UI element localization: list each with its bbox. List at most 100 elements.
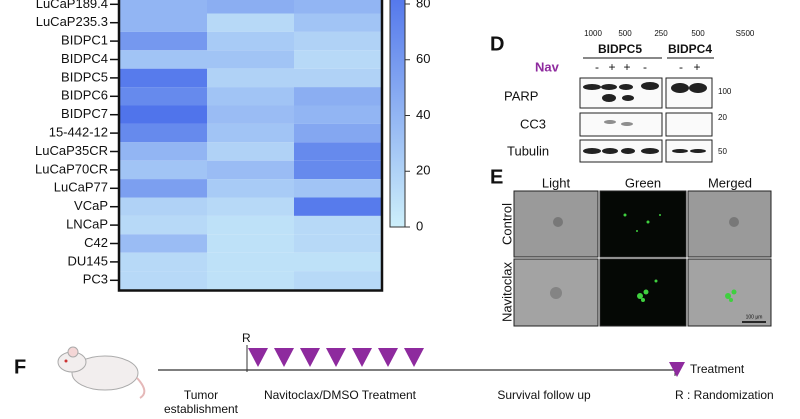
colorbar-tick-label: 60	[416, 51, 430, 66]
heatmap-cell	[207, 50, 294, 69]
heatmap-cell	[294, 234, 381, 253]
heatmap-cell	[207, 13, 294, 32]
heatmap-cell	[207, 142, 294, 161]
heatmap-cell	[294, 252, 381, 272]
row-label: 15-442-12	[49, 125, 108, 140]
row-label: LuCaP35CR	[35, 143, 108, 158]
stage-label: Navitoclax/DMSO Treatment	[264, 388, 417, 402]
heatmap-cell	[207, 215, 294, 235]
heatmap-cell	[120, 50, 207, 69]
stage-label: Tumor	[184, 388, 218, 402]
panel-letter: F	[14, 356, 26, 378]
cell-clusters	[550, 217, 739, 299]
sign: -	[643, 60, 647, 74]
row-label: BIDPC7	[61, 106, 108, 121]
heatmap-cell	[120, 13, 207, 32]
heatmap-cell	[120, 31, 207, 51]
heatmap: LuCaP189.4 LuCaP235.3 BIDPC1 BIDPC4 BIDPC5 BI…	[35, 0, 430, 292]
stage-label: Survival follow up	[497, 388, 591, 402]
heatmap-cell	[294, 160, 381, 180]
heatmap-cell	[120, 234, 207, 253]
column-label: Green	[625, 175, 661, 190]
group-label: BIDPC4	[668, 42, 712, 56]
row-label: DU145	[68, 253, 108, 268]
heatmap-cell	[294, 215, 381, 235]
heatmap-cell	[120, 215, 207, 235]
heatmap-cell	[207, 68, 294, 88]
heatmap-cell	[120, 142, 207, 161]
heatmap-cell	[294, 271, 381, 290]
treatment-markers	[248, 348, 685, 377]
treatment-label: Nav	[535, 59, 560, 74]
heatmap-cell	[120, 0, 207, 14]
heatmap-cell	[294, 31, 381, 51]
mw-marker: 100	[718, 87, 732, 96]
heatmap-cell	[120, 87, 207, 106]
colorbar-tick-label: 80	[416, 0, 430, 10]
row-label: LuCaP189.4	[36, 0, 108, 11]
heatmap-cell	[294, 68, 381, 88]
dose-label: 500	[618, 29, 632, 38]
heatmap-cell	[207, 87, 294, 106]
sign: +	[623, 60, 630, 74]
mouse-icon	[57, 346, 146, 399]
heatmap-cell	[207, 123, 294, 143]
panel-e: E Light Green Merged Control Navitoclax …	[490, 166, 772, 327]
legend-label: R : Randomization	[675, 388, 774, 402]
heatmap-cell	[207, 197, 294, 216]
colorbar	[389, 0, 406, 228]
blot-bands	[583, 82, 707, 154]
row-label: Control	[499, 203, 514, 245]
heatmap-cell	[294, 50, 381, 69]
heatmap-cell	[207, 160, 294, 180]
panel-letter: E	[490, 166, 503, 188]
colorbar-tick-label: 0	[416, 218, 423, 233]
heatmap-cell	[294, 179, 381, 198]
dose-label: S500	[736, 29, 755, 38]
heatmap-cell	[294, 142, 381, 161]
row-label: C42	[84, 235, 108, 250]
group-label: BIDPC5	[598, 42, 642, 56]
panel-d: D BIDPC5 BIDPC4 Nav - + + - - + PARP CC3…	[490, 33, 732, 163]
heatmap-cell	[120, 179, 207, 198]
row-label: BIDPC5	[61, 69, 108, 84]
heatmap-cell	[294, 87, 381, 106]
row-label: PC3	[83, 272, 108, 287]
dose-label: 1000	[584, 29, 602, 38]
heatmap-cell	[207, 31, 294, 51]
panel-letter: D	[490, 33, 504, 55]
heatmap-cell	[294, 13, 381, 32]
heatmap-cell	[207, 271, 294, 290]
row-label: BIDPC6	[61, 88, 108, 103]
sign: -	[595, 60, 599, 74]
row-label: LuCaP70CR	[35, 161, 108, 176]
row-label: Navitoclax	[499, 262, 514, 322]
sign: +	[608, 60, 615, 74]
fluorescence	[623, 213, 737, 302]
heatmap-cell	[294, 123, 381, 143]
randomization-label: R	[242, 331, 251, 345]
mw-marker: 50	[718, 147, 727, 156]
sign: -	[679, 60, 683, 74]
row-label: LuCaP235.3	[36, 14, 108, 29]
heatmap-cell	[120, 197, 207, 216]
heatmap-cell	[120, 123, 207, 143]
heatmap-cell	[120, 68, 207, 88]
scale-bar-label: 100 µm	[746, 314, 763, 320]
column-label: Light	[542, 175, 571, 190]
colorbar-tick-label: 40	[416, 107, 430, 122]
heatmap-cell	[207, 0, 294, 14]
dose-label: 250	[654, 29, 668, 38]
heatmap-cell	[120, 160, 207, 180]
stage-label: establishment	[164, 402, 239, 416]
heatmap-frame	[117, 0, 384, 292]
colorbar-tick-label: 20	[416, 163, 430, 178]
blot-label: Tubulin	[507, 143, 549, 158]
blot-label: CC3	[520, 116, 546, 131]
heatmap-cell	[294, 197, 381, 216]
heatmap-cell	[207, 179, 294, 198]
row-label: LNCaP	[66, 217, 108, 232]
row-label: BIDPC1	[61, 33, 108, 48]
